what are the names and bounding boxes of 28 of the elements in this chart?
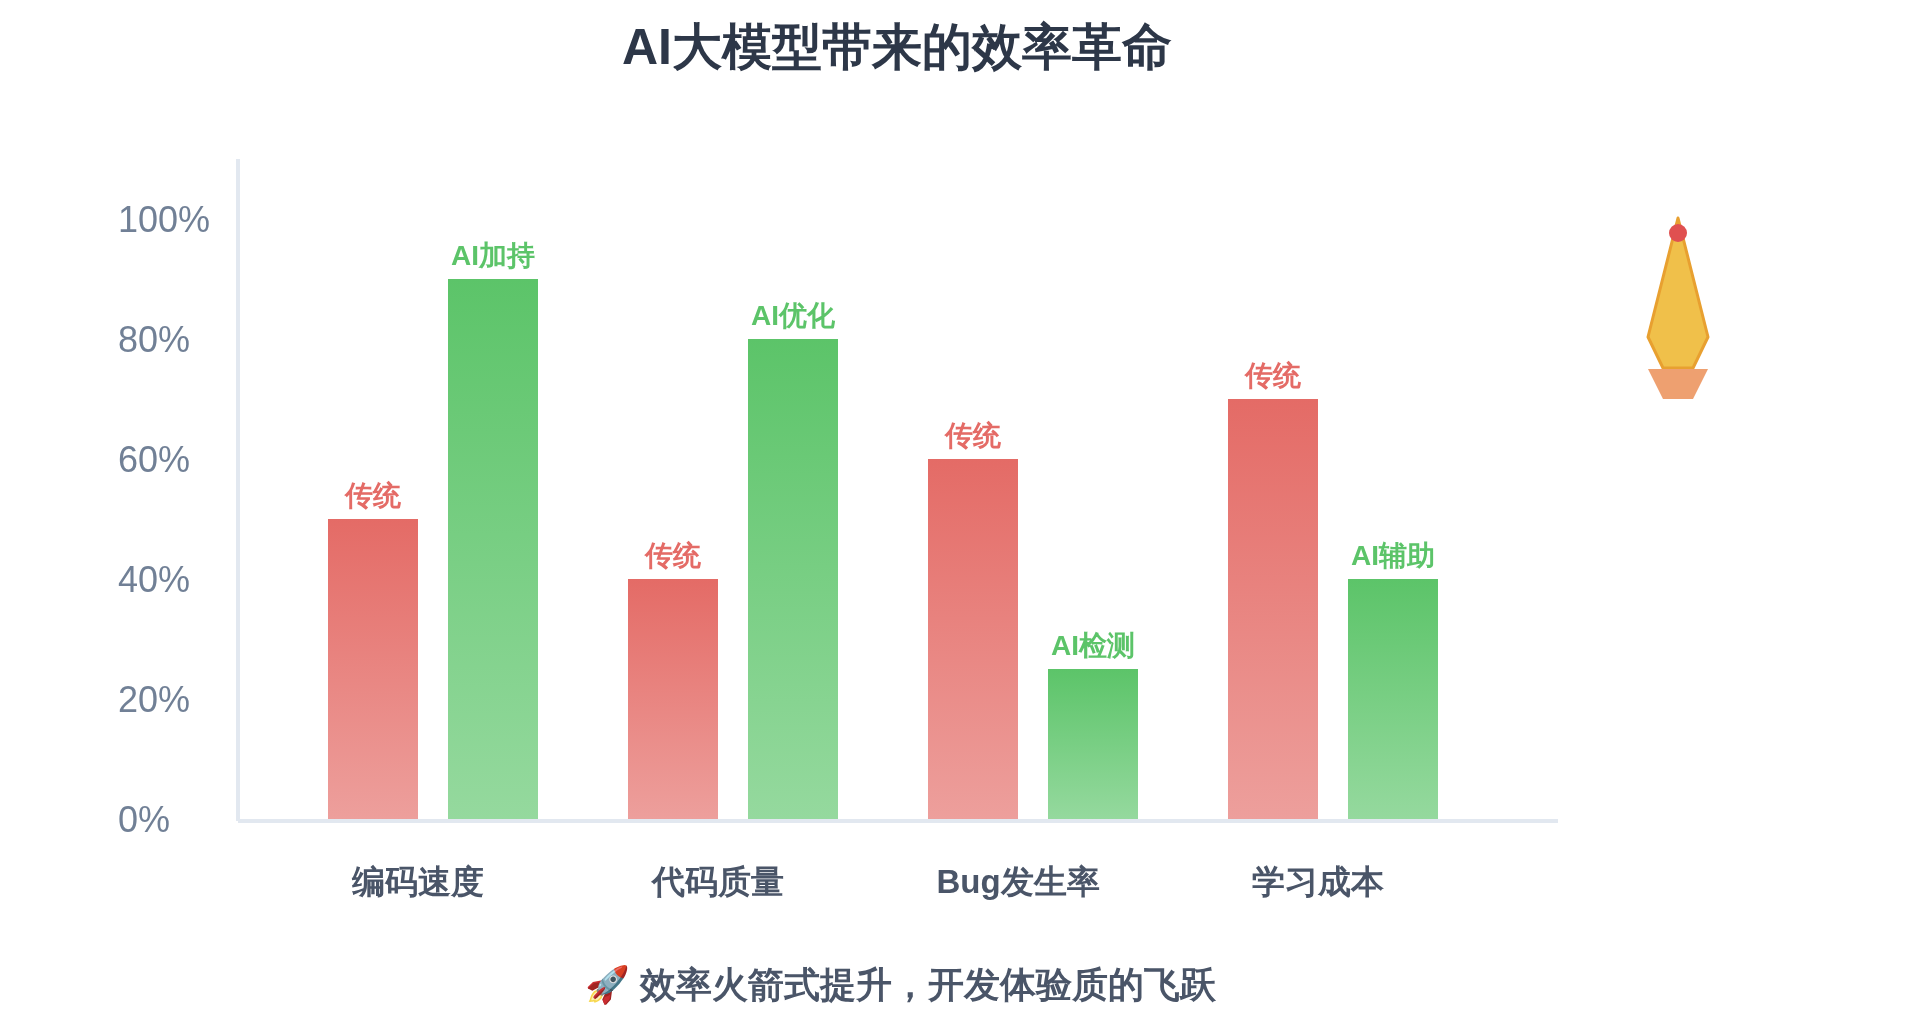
x-tick-label: 学习成本 bbox=[1252, 862, 1385, 900]
bar bbox=[1228, 399, 1318, 819]
data-label: 传统 bbox=[944, 420, 1002, 451]
bar bbox=[448, 279, 538, 819]
x-tick-label: Bug发生率 bbox=[936, 862, 1100, 900]
y-tick-label: 20% bbox=[118, 678, 191, 720]
y-tick-label: 100% bbox=[118, 198, 211, 240]
data-label: AI辅助 bbox=[1351, 540, 1435, 571]
data-label: 传统 bbox=[344, 480, 402, 511]
data-label: AI检测 bbox=[1051, 630, 1135, 661]
bar bbox=[748, 339, 838, 819]
bar bbox=[1048, 669, 1138, 819]
text: 🚀 效率火箭式提升，开发体验质的飞跃 bbox=[585, 963, 1218, 1005]
data-label: 传统 bbox=[644, 540, 702, 571]
data-label: AI加持 bbox=[451, 240, 535, 271]
data-label: AI优化 bbox=[751, 300, 836, 331]
x-tick-label: 代码质量 bbox=[650, 862, 784, 900]
bar bbox=[628, 579, 718, 819]
y-tick-label: 0% bbox=[118, 798, 171, 840]
data-label: 传统 bbox=[1244, 360, 1302, 391]
y-tick-label: 80% bbox=[118, 318, 191, 360]
bar bbox=[928, 459, 1018, 819]
x-tick-label: 编码速度 bbox=[351, 862, 484, 900]
y-tick-label: 60% bbox=[118, 438, 191, 480]
chart-title: AI大模型带来的效率革命 bbox=[622, 19, 1172, 75]
bar bbox=[328, 519, 418, 819]
y-tick-label: 40% bbox=[118, 558, 191, 600]
bar bbox=[1348, 579, 1438, 819]
